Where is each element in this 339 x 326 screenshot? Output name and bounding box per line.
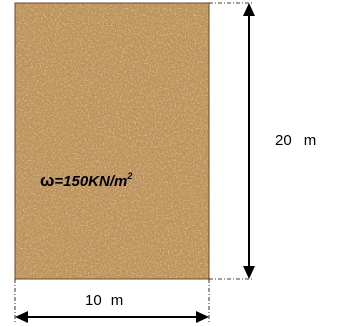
load-exponent: 2	[126, 171, 132, 181]
width-label: 10 m	[85, 292, 123, 309]
load-label: ω=150KN/m2	[40, 171, 132, 190]
width-value: 10	[85, 292, 102, 309]
height-value: 20	[275, 132, 292, 149]
extension-lines	[14, 2, 252, 322]
width-arrow-right	[196, 311, 209, 323]
height-arrow-bottom	[243, 266, 255, 279]
height-arrow-top	[243, 3, 255, 16]
height-dimension	[243, 3, 255, 279]
height-unit: m	[304, 132, 317, 149]
load-value: =150KN/m	[54, 173, 127, 190]
load-area	[14, 2, 210, 280]
width-unit: m	[111, 292, 124, 309]
width-arrow-left	[15, 311, 28, 323]
height-label: 20 m	[275, 132, 316, 149]
width-dimension	[15, 311, 209, 323]
load-symbol: ω	[40, 171, 54, 190]
